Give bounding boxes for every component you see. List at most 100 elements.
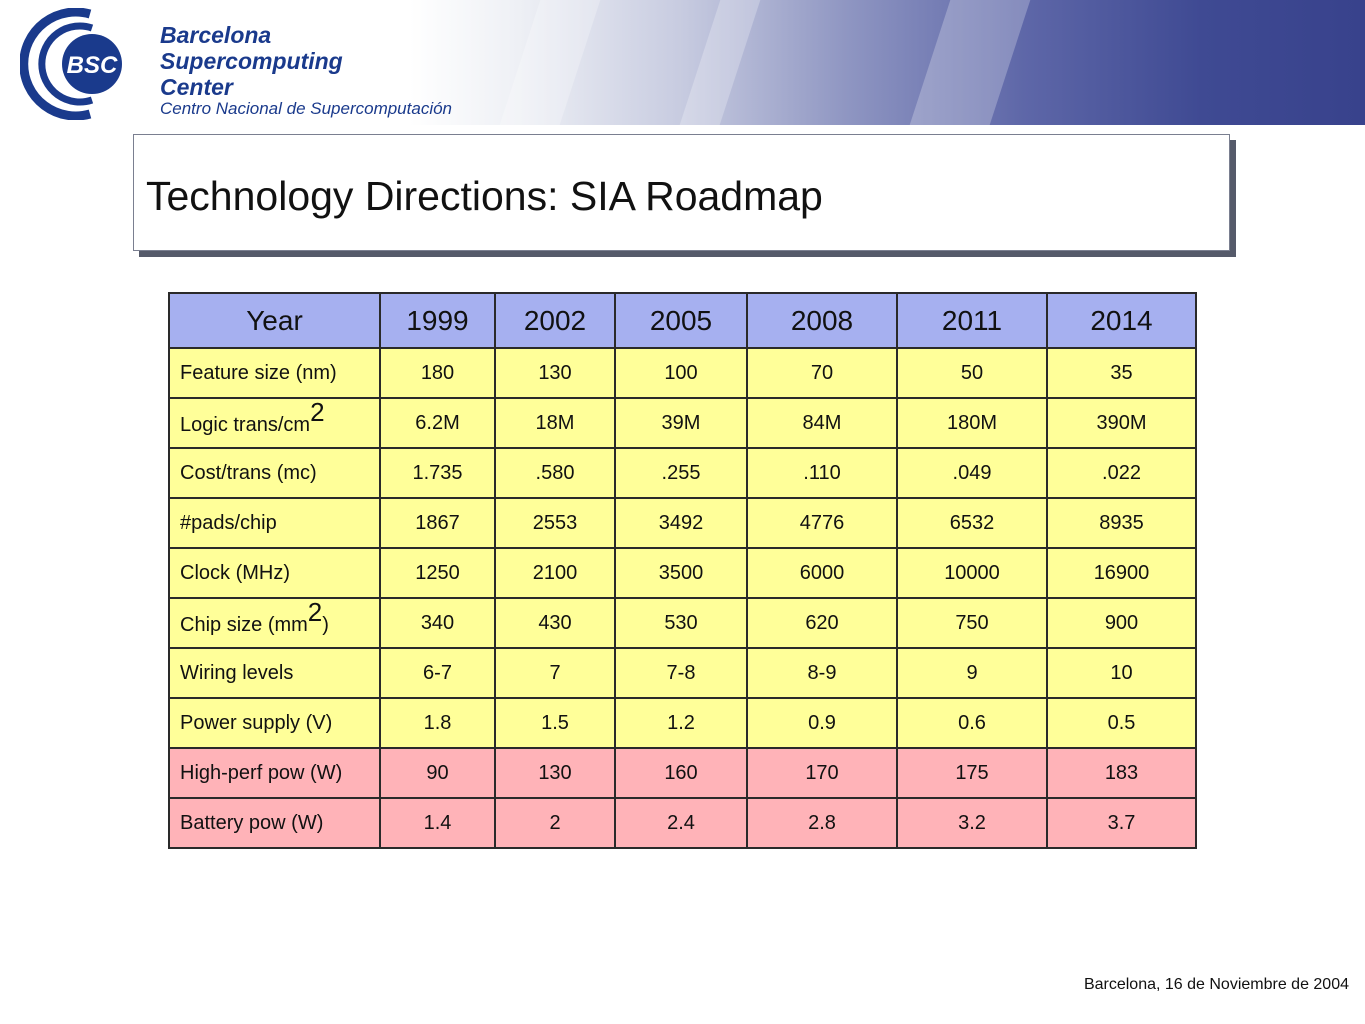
table-cell: 50 xyxy=(896,347,1048,399)
table-cell: 6-7 xyxy=(379,647,496,699)
row-label-text: Cost/trans (mc) xyxy=(180,462,317,484)
table-cell: 3.2 xyxy=(896,797,1048,849)
table-cell: 3492 xyxy=(614,497,748,549)
logo-abbrev: BSC xyxy=(67,52,118,79)
table-cell: 180M xyxy=(896,397,1048,449)
table-cell: 70 xyxy=(746,347,898,399)
row-label-text: Chip size (mm xyxy=(180,613,308,636)
row-label-text: Feature size (nm) xyxy=(180,362,337,384)
table-cell: 35 xyxy=(1046,347,1197,399)
row-label: Power supply (V) xyxy=(168,697,381,749)
table-cell: 1867 xyxy=(379,497,496,549)
org-name-line1: Barcelona xyxy=(160,22,272,48)
row-label-text: Battery pow (W) xyxy=(180,812,324,834)
table-cell: 340 xyxy=(379,597,496,649)
roadmap-table: Year 1999 2002 2005 2008 2011 2014 Feature size… xyxy=(168,292,1197,849)
table-cell: 160 xyxy=(614,747,748,799)
table-cell: .580 xyxy=(494,447,616,499)
table-cell: 130 xyxy=(494,747,616,799)
table-row: Power supply (V) 1.8 1.5 1.2 0.9 0.6 0.5 xyxy=(168,697,1197,749)
table-cell: 1.5 xyxy=(494,697,616,749)
table-cell: 6000 xyxy=(746,547,898,599)
table-cell: 6532 xyxy=(896,497,1048,549)
row-label: High-perf pow (W) xyxy=(168,747,381,799)
table-row: Logic trans/cm2 6.2M 18M 39M 84M 180M 390M xyxy=(168,396,1197,449)
table-cell: 1.2 xyxy=(614,697,748,749)
table-row: High-perf pow (W) 90 130 160 170 175 183 xyxy=(168,747,1197,799)
table-cell: 84M xyxy=(746,397,898,449)
table-cell: 0.6 xyxy=(896,697,1048,749)
table-cell: 130 xyxy=(494,347,616,399)
row-label-text: Wiring levels xyxy=(180,662,294,684)
table-cell: 183 xyxy=(1046,747,1197,799)
table-cell: .022 xyxy=(1046,447,1197,499)
table-cell: 2.4 xyxy=(614,797,748,849)
org-subtitle: Centro Nacional de Supercomputación xyxy=(160,99,453,118)
table-cell: .049 xyxy=(896,447,1048,499)
row-label: Feature size (nm) xyxy=(168,347,381,399)
row-label-text: Logic trans/cm xyxy=(180,413,311,436)
table-cell: 1.735 xyxy=(379,447,496,499)
row-label: Battery pow (W) xyxy=(168,797,381,849)
table-cell: 390M xyxy=(1046,397,1197,449)
table-cell: 6.2M xyxy=(379,397,496,449)
row-label-text: #pads/chip xyxy=(180,512,277,534)
table-cell: 750 xyxy=(896,597,1048,649)
row-label-superscript: 2 xyxy=(307,596,323,627)
table-cell: 0.5 xyxy=(1046,697,1197,749)
table-row: Clock (MHz) 1250 2100 3500 6000 10000 16900 xyxy=(168,547,1197,599)
table-cell: 170 xyxy=(746,747,898,799)
row-label: Clock (MHz) xyxy=(168,547,381,599)
table-row: Cost/trans (mc) 1.735.580.255.110.049.022 xyxy=(168,447,1197,499)
table-row: #pads/chip 1867 2553 3492 4776 6532 8935 xyxy=(168,497,1197,549)
table-cell: .110 xyxy=(746,447,898,499)
header-year-cell: 2002 xyxy=(494,292,616,349)
row-label: Cost/trans (mc) xyxy=(168,447,381,499)
header-year-cell: 2014 xyxy=(1046,292,1197,349)
header-year-cell: 2008 xyxy=(746,292,898,349)
table-cell: 90 xyxy=(379,747,496,799)
org-name-line3: Center xyxy=(160,74,233,100)
row-label-suffix: ) xyxy=(322,613,329,636)
slide-title: Technology Directions: SIA Roadmap xyxy=(146,173,823,219)
table-cell: 530 xyxy=(614,597,748,649)
row-label: Chip size (mm2) xyxy=(168,596,381,649)
table-cell: 430 xyxy=(494,597,616,649)
table-cell: 1.8 xyxy=(379,697,496,749)
table-cell: 3500 xyxy=(614,547,748,599)
table-row: Battery pow (W) 1.4 2 2.4 2.8 3.2 3.7 xyxy=(168,797,1197,849)
table-cell: 100 xyxy=(614,347,748,399)
table-cell: 8935 xyxy=(1046,497,1197,549)
table-cell: 2.8 xyxy=(746,797,898,849)
row-label-superscript: 2 xyxy=(310,396,325,427)
header-stripe xyxy=(909,0,1031,125)
table-cell: 10 xyxy=(1046,647,1197,699)
row-label: Logic trans/cm2 xyxy=(168,396,381,449)
bsc-logo-icon: BSC xyxy=(20,8,122,120)
title-box: Technology Directions: SIA Roadmap xyxy=(133,134,1230,251)
table-cell: 1.4 xyxy=(379,797,496,849)
table-row: Wiring levels 6-7 7 7-8 8-9 9 10 xyxy=(168,647,1197,699)
footer-date: Barcelona, 16 de Noviembre de 2004 xyxy=(1083,976,1349,993)
table-cell: 0.9 xyxy=(746,697,898,749)
table-cell: 9 xyxy=(896,647,1048,699)
row-label-text: High-perf pow (W) xyxy=(180,762,343,784)
table-row: Chip size (mm2) 340 430 530 620 750 900 xyxy=(168,596,1197,649)
header-year-label: Year xyxy=(168,292,381,349)
table-cell: 16900 xyxy=(1046,547,1197,599)
row-label-text: Power supply (V) xyxy=(180,712,333,734)
table-cell: 2100 xyxy=(494,547,616,599)
table-cell: 3.7 xyxy=(1046,797,1197,849)
table-cell: 10000 xyxy=(896,547,1048,599)
header-year-cell: 2005 xyxy=(614,292,748,349)
table-cell: .255 xyxy=(614,447,748,499)
table-cell: 7-8 xyxy=(614,647,748,699)
table-cell: 8-9 xyxy=(746,647,898,699)
header-year-cell: 1999 xyxy=(379,292,496,349)
row-label-text: Clock (MHz) xyxy=(180,562,290,584)
table-cell: 18M xyxy=(494,397,616,449)
org-name-line2: Supercomputing xyxy=(160,48,343,74)
header-stripe xyxy=(499,0,601,125)
table-cell: 180 xyxy=(379,347,496,399)
table-cell: 4776 xyxy=(746,497,898,549)
